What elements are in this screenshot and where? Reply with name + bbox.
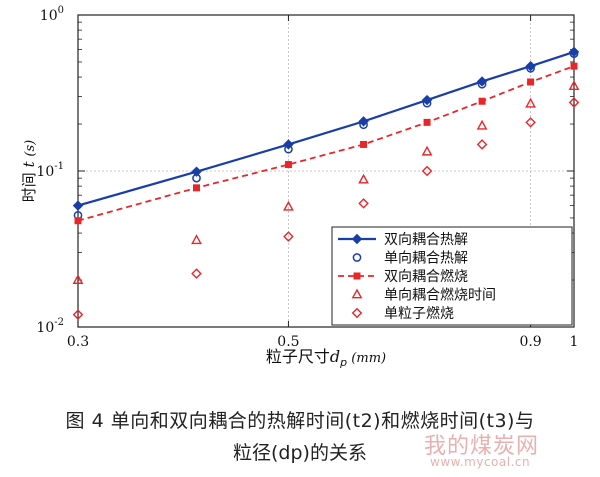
legend-item: 单粒子燃烧 bbox=[351, 305, 454, 322]
data-point bbox=[191, 166, 202, 177]
data-point bbox=[360, 140, 368, 148]
data-point bbox=[284, 144, 293, 154]
data-point bbox=[476, 139, 488, 150]
data-point bbox=[283, 200, 294, 211]
legend-marker bbox=[352, 253, 362, 262]
series-line bbox=[77, 65, 575, 222]
data-point bbox=[569, 49, 579, 59]
chart: 0.3 0.5 0.9 1 10-2 10-1 100 粒子尺寸dp (mm) 时间 t (s)… bbox=[20, 5, 580, 369]
x-axis-label: 粒子尺寸dp (mm) bbox=[266, 347, 386, 369]
data-point bbox=[568, 80, 580, 91]
data-point bbox=[358, 173, 369, 184]
data-point bbox=[423, 118, 431, 126]
data-point bbox=[568, 97, 580, 108]
series-3 bbox=[74, 62, 578, 225]
series-5 bbox=[72, 97, 580, 320]
y-axis-label: 时间 t (s) bbox=[20, 140, 38, 202]
figure-caption: 图 4 单向和双向耦合的热解时间(t2)和燃烧时间(t3)与 bbox=[65, 410, 535, 432]
legend-label: 双向耦合燃烧 bbox=[384, 268, 468, 285]
data-point bbox=[476, 76, 488, 87]
y-tick-label: 10-1 bbox=[36, 161, 64, 180]
series-4 bbox=[72, 80, 580, 284]
data-point bbox=[477, 79, 487, 89]
data-point bbox=[478, 97, 486, 105]
data-point bbox=[525, 60, 536, 72]
data-point bbox=[525, 117, 536, 128]
data-point bbox=[570, 62, 578, 70]
legend-marker bbox=[351, 307, 363, 319]
y-tick-label: 100 bbox=[40, 5, 64, 24]
legend-label: 单向耦合热解 bbox=[384, 251, 468, 267]
legend-label: 单粒子燃烧 bbox=[384, 305, 454, 322]
data-point bbox=[526, 64, 535, 73]
legend-label: 单向耦合燃烧时间 bbox=[384, 287, 496, 304]
data-point bbox=[283, 231, 294, 242]
data-point bbox=[72, 309, 84, 320]
legend-label: 双向耦合热解 bbox=[384, 232, 468, 248]
legend-item: 双向耦合燃烧 bbox=[338, 268, 468, 285]
data-point bbox=[191, 234, 202, 245]
data-point bbox=[193, 184, 201, 192]
data-point bbox=[359, 120, 368, 130]
watermark-url: www.mycoal.cn bbox=[430, 455, 531, 469]
plot-frame bbox=[77, 14, 575, 328]
legend-marker bbox=[351, 288, 363, 299]
legend-item: 双向耦合热解 bbox=[338, 232, 468, 248]
watermark-text: 我的煤炭网 bbox=[424, 434, 540, 459]
figure-caption-continued: 粒径(dp)的关系 bbox=[233, 442, 367, 464]
data-point bbox=[192, 173, 201, 183]
data-point bbox=[72, 274, 84, 284]
series-line bbox=[77, 50, 575, 207]
y-axis-label-group: 时间 t (s) bbox=[20, 140, 38, 202]
data-point bbox=[525, 97, 536, 108]
data-point bbox=[284, 161, 292, 169]
data-point bbox=[74, 217, 82, 225]
data-point bbox=[568, 46, 580, 58]
data-point bbox=[527, 78, 535, 86]
data-point bbox=[476, 119, 488, 130]
legend-marker bbox=[351, 233, 363, 245]
series-2 bbox=[73, 49, 579, 220]
legend-item: 单向耦合燃烧时间 bbox=[351, 287, 496, 304]
data-point bbox=[422, 98, 432, 108]
data-point bbox=[358, 198, 369, 209]
data-point bbox=[191, 268, 202, 279]
y-tick-label: 10-2 bbox=[36, 317, 64, 336]
legend-item: 单向耦合热解 bbox=[352, 251, 468, 267]
x-tick-label: 1 bbox=[570, 334, 579, 350]
x-tick-label: 0.5 bbox=[277, 334, 299, 350]
x-tick-label: 0.3 bbox=[67, 334, 89, 350]
series-1 bbox=[72, 46, 580, 211]
x-tick-label: 0.9 bbox=[519, 334, 541, 350]
legend-marker bbox=[353, 272, 361, 280]
data-point bbox=[421, 145, 433, 156]
data-point bbox=[421, 165, 433, 177]
data-point bbox=[72, 200, 84, 211]
